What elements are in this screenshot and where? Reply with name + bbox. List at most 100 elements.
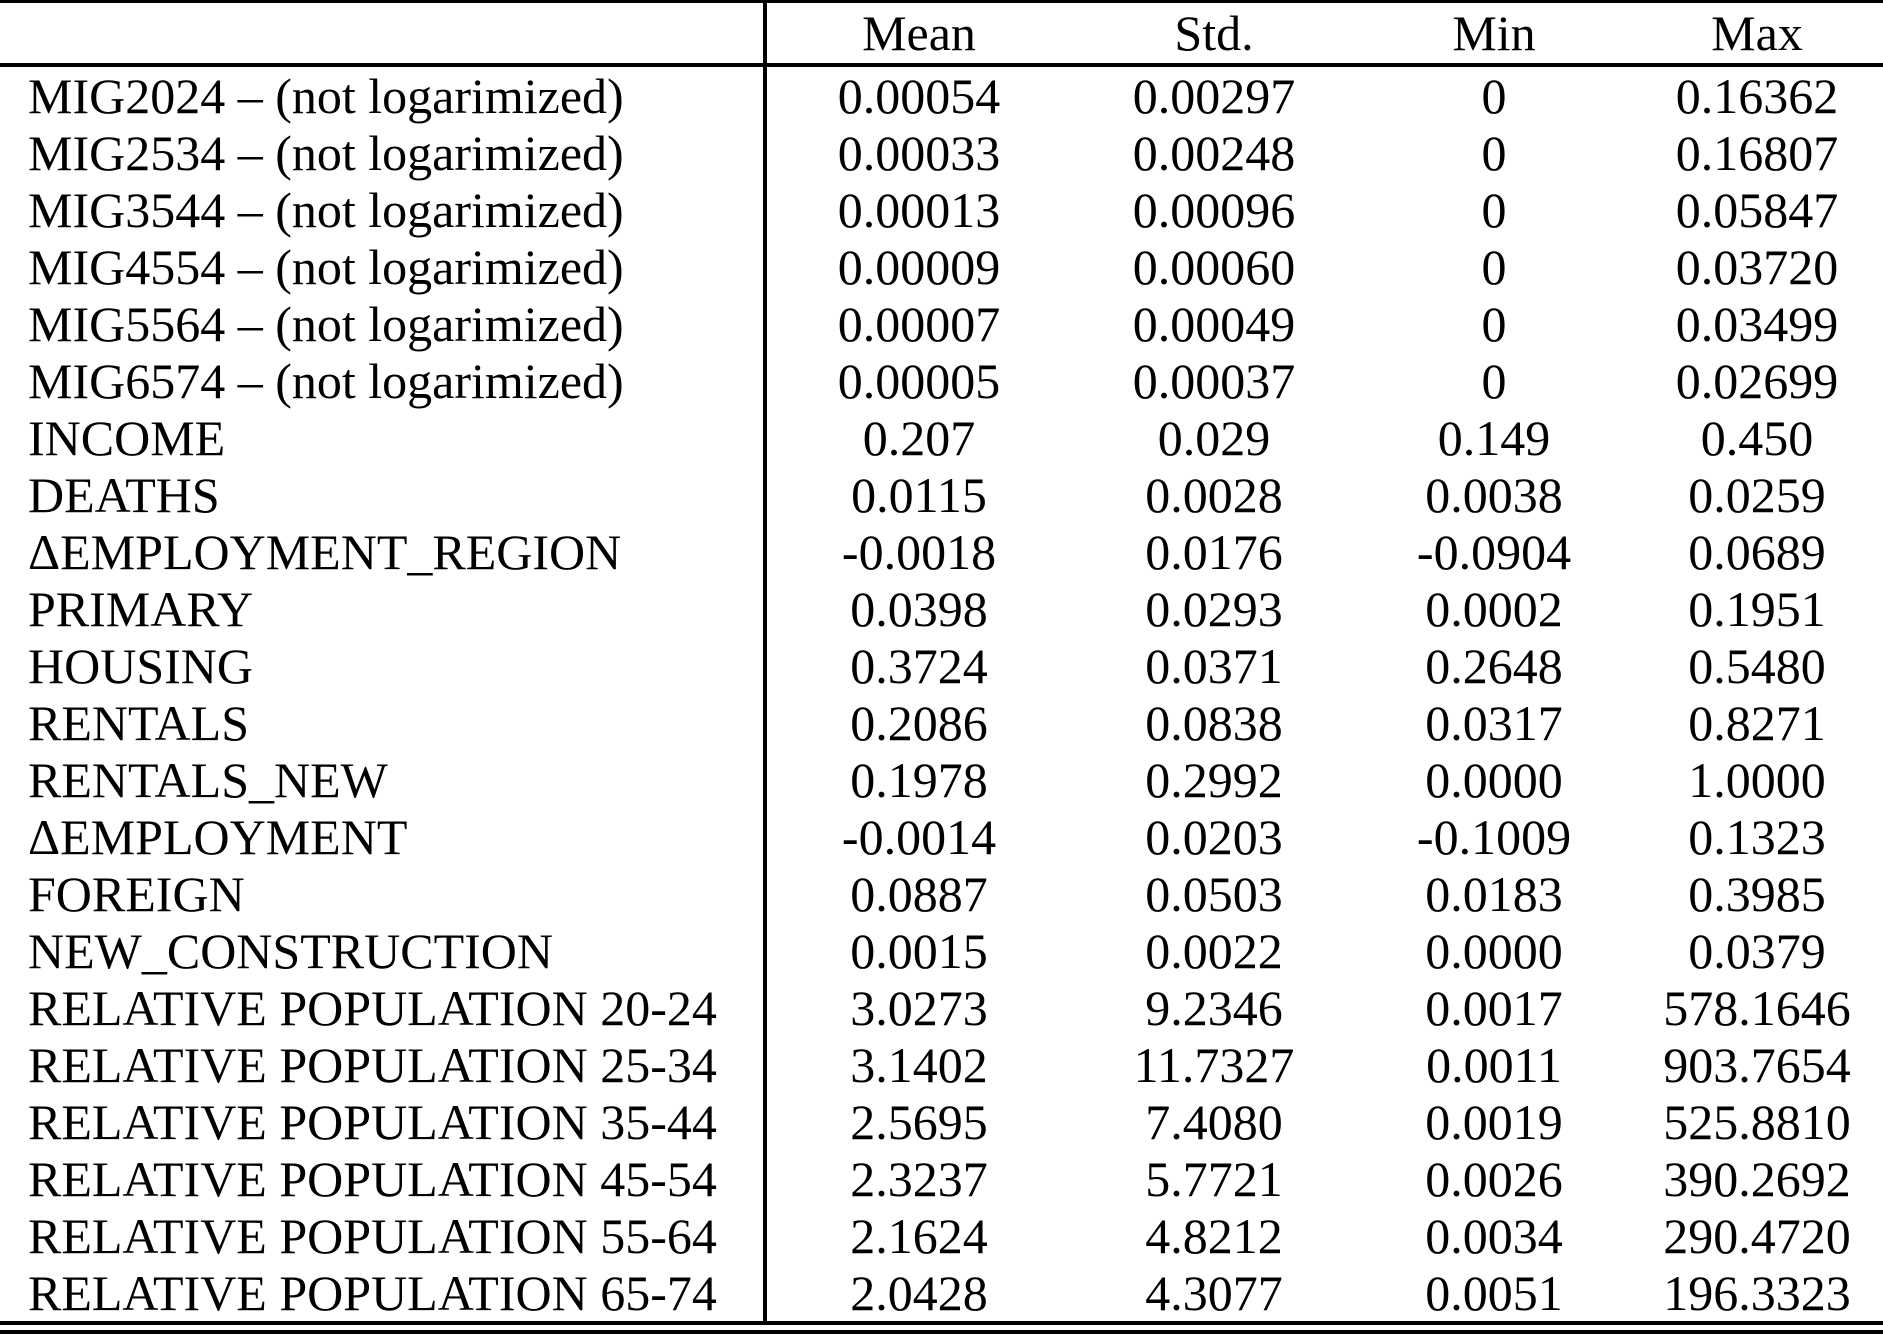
cell-std: 9.2346 [1145,979,1283,1036]
row-label: RELATIVE POPULATION 55-64 [0,1207,767,1264]
table-row: MIG6574 – (not logarimized) 0.00005 0.0003… [0,352,1883,409]
cell-max: 0.03499 [1675,295,1839,352]
cell-std: 5.7721 [1145,1150,1283,1207]
row-label: NEW_CONSTRUCTION [0,922,767,979]
row-label: INCOME [0,409,767,466]
cell-std: 0.00248 [1132,124,1296,181]
cell-mean: 2.5695 [850,1093,988,1150]
cell-std: 0.2992 [1145,751,1283,808]
table-row: ΔEMPLOYMENT -0.0014 0.0203 -0.1009 0.1323 [0,808,1883,865]
cell-std: 0.0293 [1145,580,1283,637]
cell-mean: 0.0115 [851,466,987,523]
table-row: RELATIVE POPULATION 65-74 2.0428 4.3077 0.0… [0,1264,1883,1321]
cell-mean: 3.0273 [850,979,988,1036]
cell-max: 0.02699 [1675,352,1839,409]
cell-min: 0 [1481,181,1507,238]
row-label: RELATIVE POPULATION 20-24 [0,979,767,1036]
cell-std: 0.00096 [1132,181,1296,238]
row-label: RENTALS [0,694,767,751]
row-label: PRIMARY [0,580,767,637]
cell-mean: 0.00033 [837,124,1001,181]
cell-min: -0.0904 [1416,523,1572,580]
header-min: Min [1357,3,1631,67]
table-row: MIG4554 – (not logarimized) 0.00009 0.0006… [0,238,1883,295]
cell-min: 0.0017 [1425,979,1563,1036]
cell-min: 0.0019 [1425,1093,1563,1150]
cell-std: 0.00060 [1132,238,1296,295]
cell-std: 0.00037 [1132,352,1296,409]
row-label: RELATIVE POPULATION 45-54 [0,1150,767,1207]
row-label: RELATIVE POPULATION 65-74 [0,1264,767,1321]
cell-min: 0.0026 [1425,1150,1563,1207]
header-mean: Mean [765,3,1071,67]
header-std: Std. [1071,3,1357,67]
cell-std: 4.8212 [1145,1207,1283,1264]
cell-min: 0 [1481,352,1507,409]
row-label: RELATIVE POPULATION 35-44 [0,1093,767,1150]
row-label: DEATHS [0,466,767,523]
row-label: ΔEMPLOYMENT [0,808,767,865]
cell-mean: 0.00013 [837,181,1001,238]
cell-max: 0.1323 [1688,808,1826,865]
cell-min: 0.0011 [1426,1036,1562,1093]
cell-std: 0.0028 [1145,466,1283,523]
cell-mean: 2.0428 [850,1264,988,1321]
cell-mean: 0.00054 [837,67,1001,124]
cell-min: 0.0002 [1425,580,1563,637]
cell-mean: 2.3237 [850,1150,988,1207]
cell-min: 0 [1481,238,1507,295]
cell-max: 0.3985 [1688,865,1826,922]
cell-std: 0.0203 [1145,808,1283,865]
cell-mean: 3.1402 [850,1036,988,1093]
row-label: HOUSING [0,637,767,694]
table-row: HOUSING 0.3724 0.0371 0.2648 0.5480 [0,637,1883,694]
row-label: FOREIGN [0,865,767,922]
cell-max: 0.16807 [1675,124,1839,181]
cell-std: 0.0503 [1145,865,1283,922]
cell-min: 0.2648 [1425,637,1563,694]
table-row: RELATIVE POPULATION 25-34 3.1402 11.7327 0.… [0,1036,1883,1093]
cell-mean: 0.0015 [850,922,988,979]
cell-max: 0.03720 [1675,238,1839,295]
cell-max: 0.8271 [1688,694,1826,751]
row-label: RENTALS_NEW [0,751,767,808]
cell-std: 7.4080 [1145,1093,1283,1150]
cell-mean: -0.0014 [841,808,997,865]
row-label: MIG5564 – (not logarimized) [0,295,767,352]
cell-min: 0 [1481,67,1507,124]
table-row: INCOME 0.207 0.029 0.149 0.450 [0,409,1883,466]
header-variable [0,3,767,67]
cell-mean: -0.0018 [841,523,997,580]
cell-std: 0.0371 [1145,637,1283,694]
cell-max: 0.5480 [1688,637,1826,694]
cell-mean: 0.00005 [837,352,1001,409]
cell-std: 11.7327 [1133,1036,1295,1093]
cell-min: 0.0183 [1425,865,1563,922]
cell-mean: 0.2086 [850,694,988,751]
header-row: Mean Std. Min Max [0,3,1883,67]
cell-min: 0 [1481,295,1507,352]
cell-max: 196.3323 [1663,1264,1851,1321]
cell-std: 0.00049 [1132,295,1296,352]
cell-mean: 0.00009 [837,238,1001,295]
cell-max: 390.2692 [1663,1150,1851,1207]
cell-max: 903.7654 [1663,1036,1851,1093]
cell-std: 0.00297 [1132,67,1296,124]
cell-max: 525.8810 [1663,1093,1851,1150]
table-row: DEATHS 0.0115 0.0028 0.0038 0.0259 [0,466,1883,523]
row-label: MIG4554 – (not logarimized) [0,238,767,295]
cell-max: 290.4720 [1663,1207,1851,1264]
row-label: RELATIVE POPULATION 25-34 [0,1036,767,1093]
cell-max: 0.0259 [1688,466,1826,523]
table-body: MIG2024 – (not logarimized) 0.00054 0.0029… [0,65,1883,1321]
table-row: MIG2024 – (not logarimized) 0.00054 0.0029… [0,65,1883,124]
table-row: RELATIVE POPULATION 55-64 2.1624 4.8212 0.0… [0,1207,1883,1264]
table-row: MIG5564 – (not logarimized) 0.00007 0.0004… [0,295,1883,352]
table-row: MIG3544 – (not logarimized) 0.00013 0.0009… [0,181,1883,238]
table-row: FOREIGN 0.0887 0.0503 0.0183 0.3985 [0,865,1883,922]
cell-min: 0.0000 [1425,751,1563,808]
table-row: RELATIVE POPULATION 20-24 3.0273 9.2346 0.0… [0,979,1883,1036]
table-row: MIG2534 – (not logarimized) 0.00033 0.0024… [0,124,1883,181]
table-row: RELATIVE POPULATION 35-44 2.5695 7.4080 0.0… [0,1093,1883,1150]
